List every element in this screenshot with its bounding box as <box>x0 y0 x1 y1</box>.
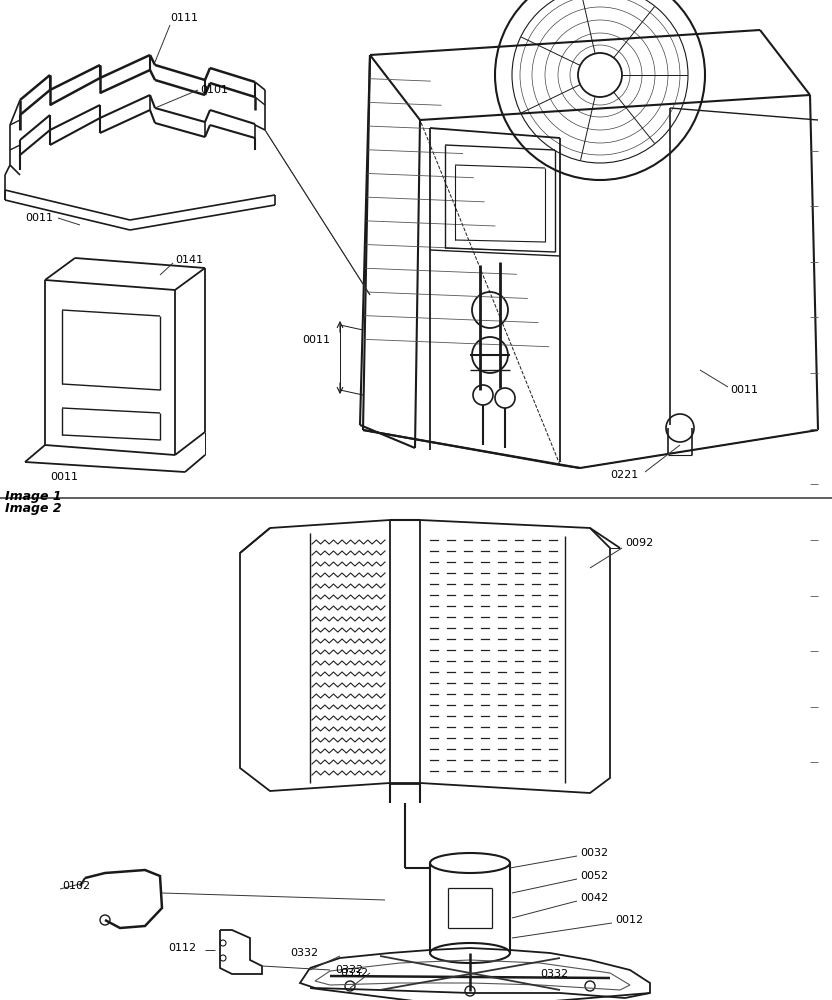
Text: 0221: 0221 <box>610 470 638 480</box>
Text: 0092: 0092 <box>625 538 653 548</box>
Text: 0011: 0011 <box>302 335 330 345</box>
Text: 0012: 0012 <box>615 915 643 925</box>
Text: 0052: 0052 <box>580 871 608 881</box>
Text: 0101: 0101 <box>200 85 228 95</box>
Text: 0332: 0332 <box>290 948 318 958</box>
Text: Image 1: Image 1 <box>5 490 62 503</box>
Text: 0112: 0112 <box>168 943 196 953</box>
Text: 0111: 0111 <box>170 13 198 23</box>
Text: 0102: 0102 <box>62 881 90 891</box>
Text: 0332: 0332 <box>340 968 368 978</box>
Text: 0011: 0011 <box>25 213 53 223</box>
Text: 0332: 0332 <box>335 965 363 975</box>
Text: 0032: 0032 <box>580 848 608 858</box>
Text: Image 2: Image 2 <box>5 502 62 515</box>
Text: 0042: 0042 <box>580 893 608 903</box>
Text: 0011: 0011 <box>730 385 758 395</box>
Ellipse shape <box>430 943 510 963</box>
Text: 0332: 0332 <box>540 969 568 979</box>
Text: 0141: 0141 <box>175 255 203 265</box>
Text: 0011: 0011 <box>50 472 78 482</box>
